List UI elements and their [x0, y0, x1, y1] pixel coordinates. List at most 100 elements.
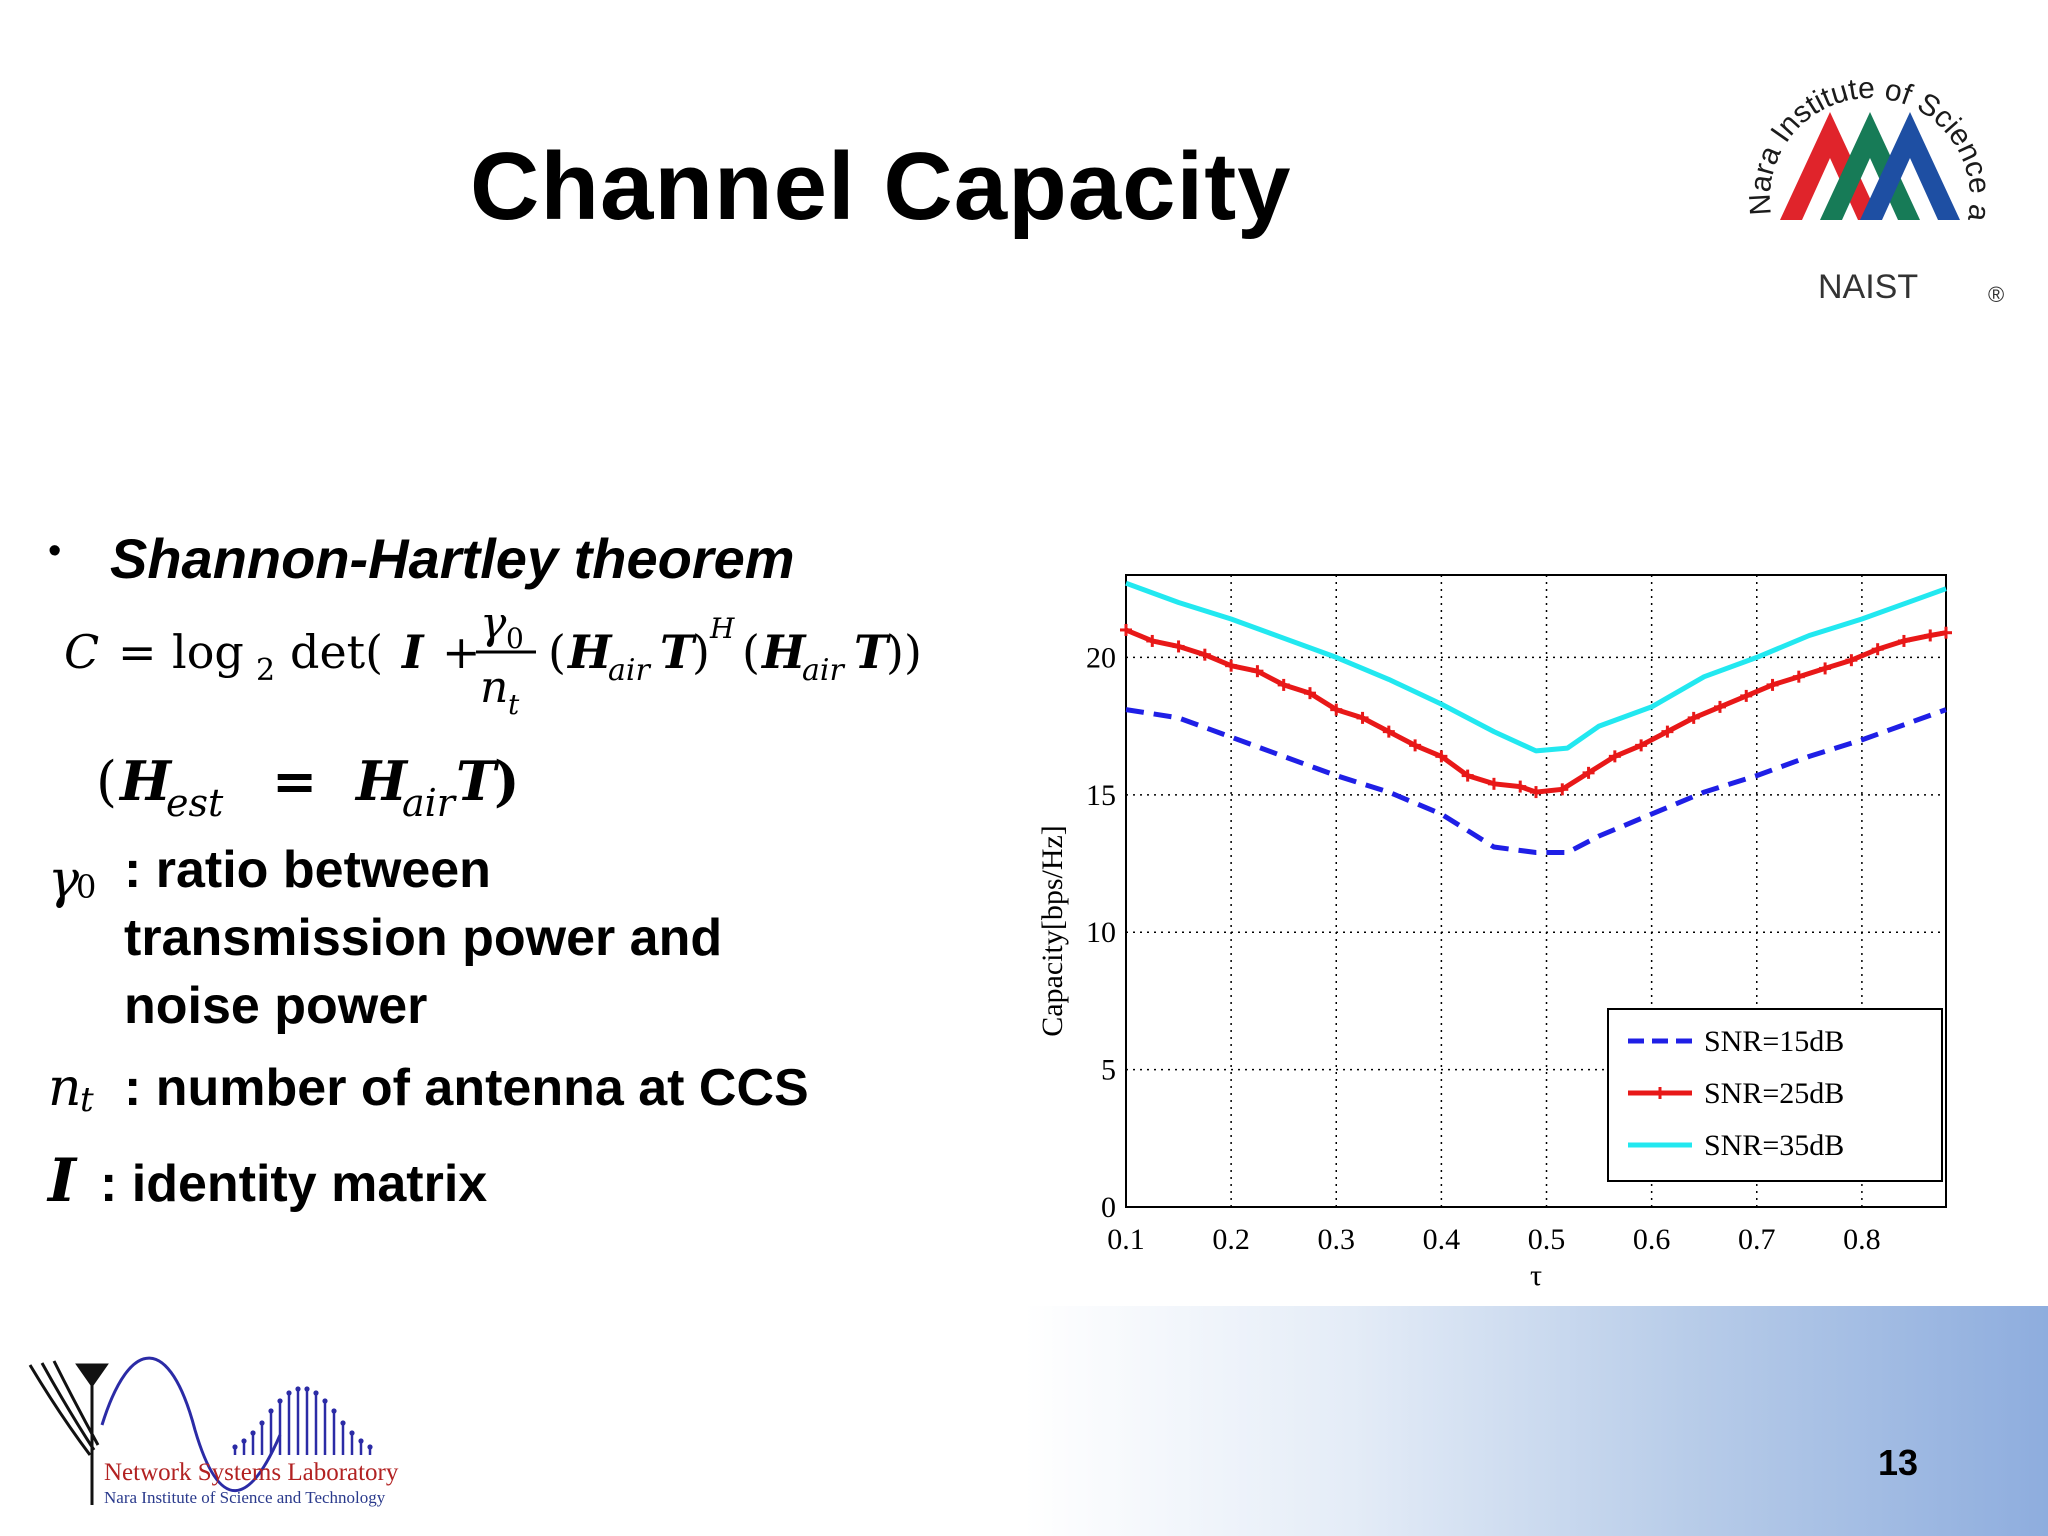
chart-ticks: 0.1 0.2 0.3 0.4 0.5 0.6 0.7 0.8 0 5 10 15 20	[1086, 641, 1881, 1256]
y-axis-label: Capacity[bps/Hz]	[1036, 825, 1069, 1037]
formula-H-2: H	[760, 625, 807, 679]
bullet-marker: •	[48, 530, 62, 572]
identity-symbol: I	[48, 1146, 77, 1216]
naist-wordmark: NAIST	[1818, 268, 1918, 306]
hest-T: T	[456, 749, 500, 813]
naist-green-mountain	[1820, 112, 1920, 220]
series-line-2	[1125, 580, 1947, 754]
gamma-definition-line2: transmission power and	[124, 909, 723, 967]
sine-wave-icon	[100, 1356, 282, 1492]
signal-bar-dot	[295, 1386, 301, 1392]
formula-log-base: 2	[256, 653, 275, 688]
x-tick-label: 0.8	[1843, 1223, 1881, 1256]
formula-identity: I	[400, 625, 425, 679]
gamma-definition-line3: noise power	[124, 977, 428, 1035]
chart-series	[1120, 580, 1952, 855]
legend-label: SNR=35dB	[1704, 1129, 1844, 1162]
network-systems-lab-logo: Network Systems Laboratory Nara Institut…	[20, 1355, 490, 1515]
lab-institute: Nara Institute of Science and Technology	[104, 1488, 386, 1507]
x-tick-label: 0.3	[1318, 1223, 1356, 1256]
gamma-subscript: 0	[76, 868, 97, 906]
gamma-definition-line1: : ratio between	[124, 841, 491, 899]
capacity-chart: 0.1 0.2 0.3 0.4 0.5 0.6 0.7 0.8 0 5 10 15 20 τ Capac…	[1030, 555, 2030, 1315]
x-tick-label: 0.6	[1633, 1223, 1671, 1256]
series-line-0	[1125, 707, 1947, 855]
hest-H: H	[118, 749, 173, 813]
nt-symbol: n	[48, 1058, 82, 1118]
chart-svg: 0.1 0.2 0.3 0.4 0.5 0.6 0.7 0.8 0 5 10 15 20 τ Capac…	[1036, 574, 1952, 1292]
signal-bar-dot	[277, 1398, 283, 1404]
hest-eq: =	[272, 749, 317, 813]
signal-bar-dot	[349, 1430, 355, 1436]
formula-n: n	[480, 662, 508, 713]
x-tick-label: 0.7	[1738, 1223, 1776, 1256]
signal-bar-dot	[358, 1438, 364, 1444]
hest-H-air: H	[354, 749, 409, 813]
signal-bar-dot	[259, 1420, 265, 1426]
formula-gamma-sub: 0	[506, 622, 524, 655]
naist-red-mountain	[1780, 112, 1880, 220]
legend-label: SNR=15dB	[1704, 1025, 1844, 1058]
lab-name: Network Systems Laboratory	[104, 1459, 399, 1486]
chart-legend: SNR=15dB SNR=25dB SNR=35dB	[1607, 1008, 1943, 1182]
footer-gradient	[0, 1306, 2048, 1536]
y-tick-label: 10	[1086, 916, 1116, 949]
x-tick-label: 0.5	[1528, 1223, 1566, 1256]
signal-bar-dot	[268, 1408, 274, 1414]
signal-bar-dot	[322, 1398, 328, 1404]
capacity-formula: C = log 2 det( I + γ 0 n t ( H air T ) H…	[62, 590, 1022, 730]
formula-H-1: H	[566, 625, 613, 679]
legend-label: SNR=25dB	[1704, 1077, 1844, 1110]
legend-box	[1607, 1008, 1943, 1182]
hest-close: )	[494, 749, 520, 813]
y-tick-label: 0	[1101, 1191, 1116, 1224]
page-number: 13	[1878, 1442, 1919, 1483]
formula-gamma: γ	[480, 598, 507, 649]
series-line-1	[1125, 627, 1947, 795]
naist-blue-mountain	[1860, 112, 1960, 220]
nt-subscript: t	[80, 1080, 94, 1120]
signal-bar-dot	[304, 1386, 310, 1392]
registered-mark: ®	[1988, 282, 2004, 307]
signal-bar-dot	[340, 1420, 346, 1426]
formula-hermitian: H	[709, 612, 735, 645]
signal-bar-dot	[367, 1444, 373, 1450]
theorem-heading: Shannon-Hartley theorem	[110, 527, 795, 590]
formula-plus: +	[442, 625, 481, 679]
identity-definition: : identity matrix	[100, 1155, 488, 1213]
signal-bar-dot	[286, 1390, 292, 1396]
y-tick-label: 15	[1086, 779, 1116, 812]
formula-close-1: )	[692, 625, 710, 679]
formula-T-2: T	[854, 625, 892, 679]
x-tick-label: 0.2	[1212, 1223, 1250, 1256]
slide-title: Channel Capacity	[470, 133, 1292, 240]
y-tick-label: 20	[1086, 641, 1116, 674]
x-axis-label: τ	[1530, 1259, 1542, 1292]
x-tick-label: 0.4	[1423, 1223, 1461, 1256]
formula-air-2: air	[802, 653, 845, 688]
signal-bars-icon	[232, 1386, 373, 1455]
gamma-symbol: γ	[48, 850, 80, 910]
signal-bar-dot	[241, 1438, 247, 1444]
formula-open-2: (	[742, 625, 760, 679]
formula-det: det(	[290, 625, 383, 679]
hest-est: est	[166, 781, 224, 825]
formula-T-1: T	[660, 625, 698, 679]
formula-close-2: ))	[886, 625, 922, 679]
hest-open: (	[96, 750, 117, 813]
formula-air-1: air	[608, 653, 651, 688]
estimate-equation: ( H est = H air T )	[96, 742, 596, 832]
x-tick-label: 0.1	[1107, 1223, 1145, 1256]
signal-bar-dot	[331, 1408, 337, 1414]
formula-eq: =	[118, 625, 157, 679]
plot-frame	[1125, 574, 1947, 1208]
formula-log: log	[172, 625, 244, 679]
formula-open-1: (	[548, 625, 566, 679]
signal-bar-dot	[250, 1430, 256, 1436]
nt-definition: : number of antenna at CCS	[124, 1059, 809, 1117]
antenna-icon	[28, 1360, 109, 1505]
naist-logo: Nara Institute of Science and Technology…	[1712, 14, 2020, 330]
y-tick-label: 5	[1101, 1054, 1116, 1087]
signal-bar-dot	[313, 1390, 319, 1396]
formula-n-sub: t	[508, 688, 520, 721]
